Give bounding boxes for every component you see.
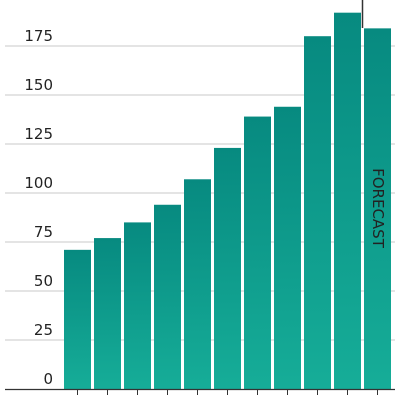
x-axis <box>5 388 395 395</box>
y-tick-label-125: 125 <box>24 125 53 143</box>
bar-8 <box>274 106 301 389</box>
y-tick-label-150: 150 <box>24 76 53 94</box>
y-axis-tick-labels: 0 25 50 75 100 125 150 175 <box>24 27 53 388</box>
bar-9 <box>304 36 331 389</box>
bar-3 <box>124 222 151 389</box>
y-tick-label-75: 75 <box>34 223 53 241</box>
y-tick-label-100: 100 <box>24 174 53 192</box>
y-tick-label-175: 175 <box>24 27 53 45</box>
bar-7 <box>244 116 271 389</box>
bar-10 <box>334 12 361 390</box>
forecast-marker: FORECAST <box>361 0 387 249</box>
bar-2 <box>94 238 121 389</box>
forecast-label: FORECAST <box>369 168 387 249</box>
bar-1 <box>64 249 91 389</box>
bar-11 <box>364 28 391 390</box>
y-tick-label-0: 0 <box>43 370 53 388</box>
y-tick-label-25: 25 <box>34 321 53 339</box>
bar-4 <box>154 204 181 389</box>
bar-6 <box>214 147 241 389</box>
y-tick-label-50: 50 <box>34 272 53 290</box>
bar-5 <box>184 179 211 389</box>
bar-series <box>64 12 391 390</box>
